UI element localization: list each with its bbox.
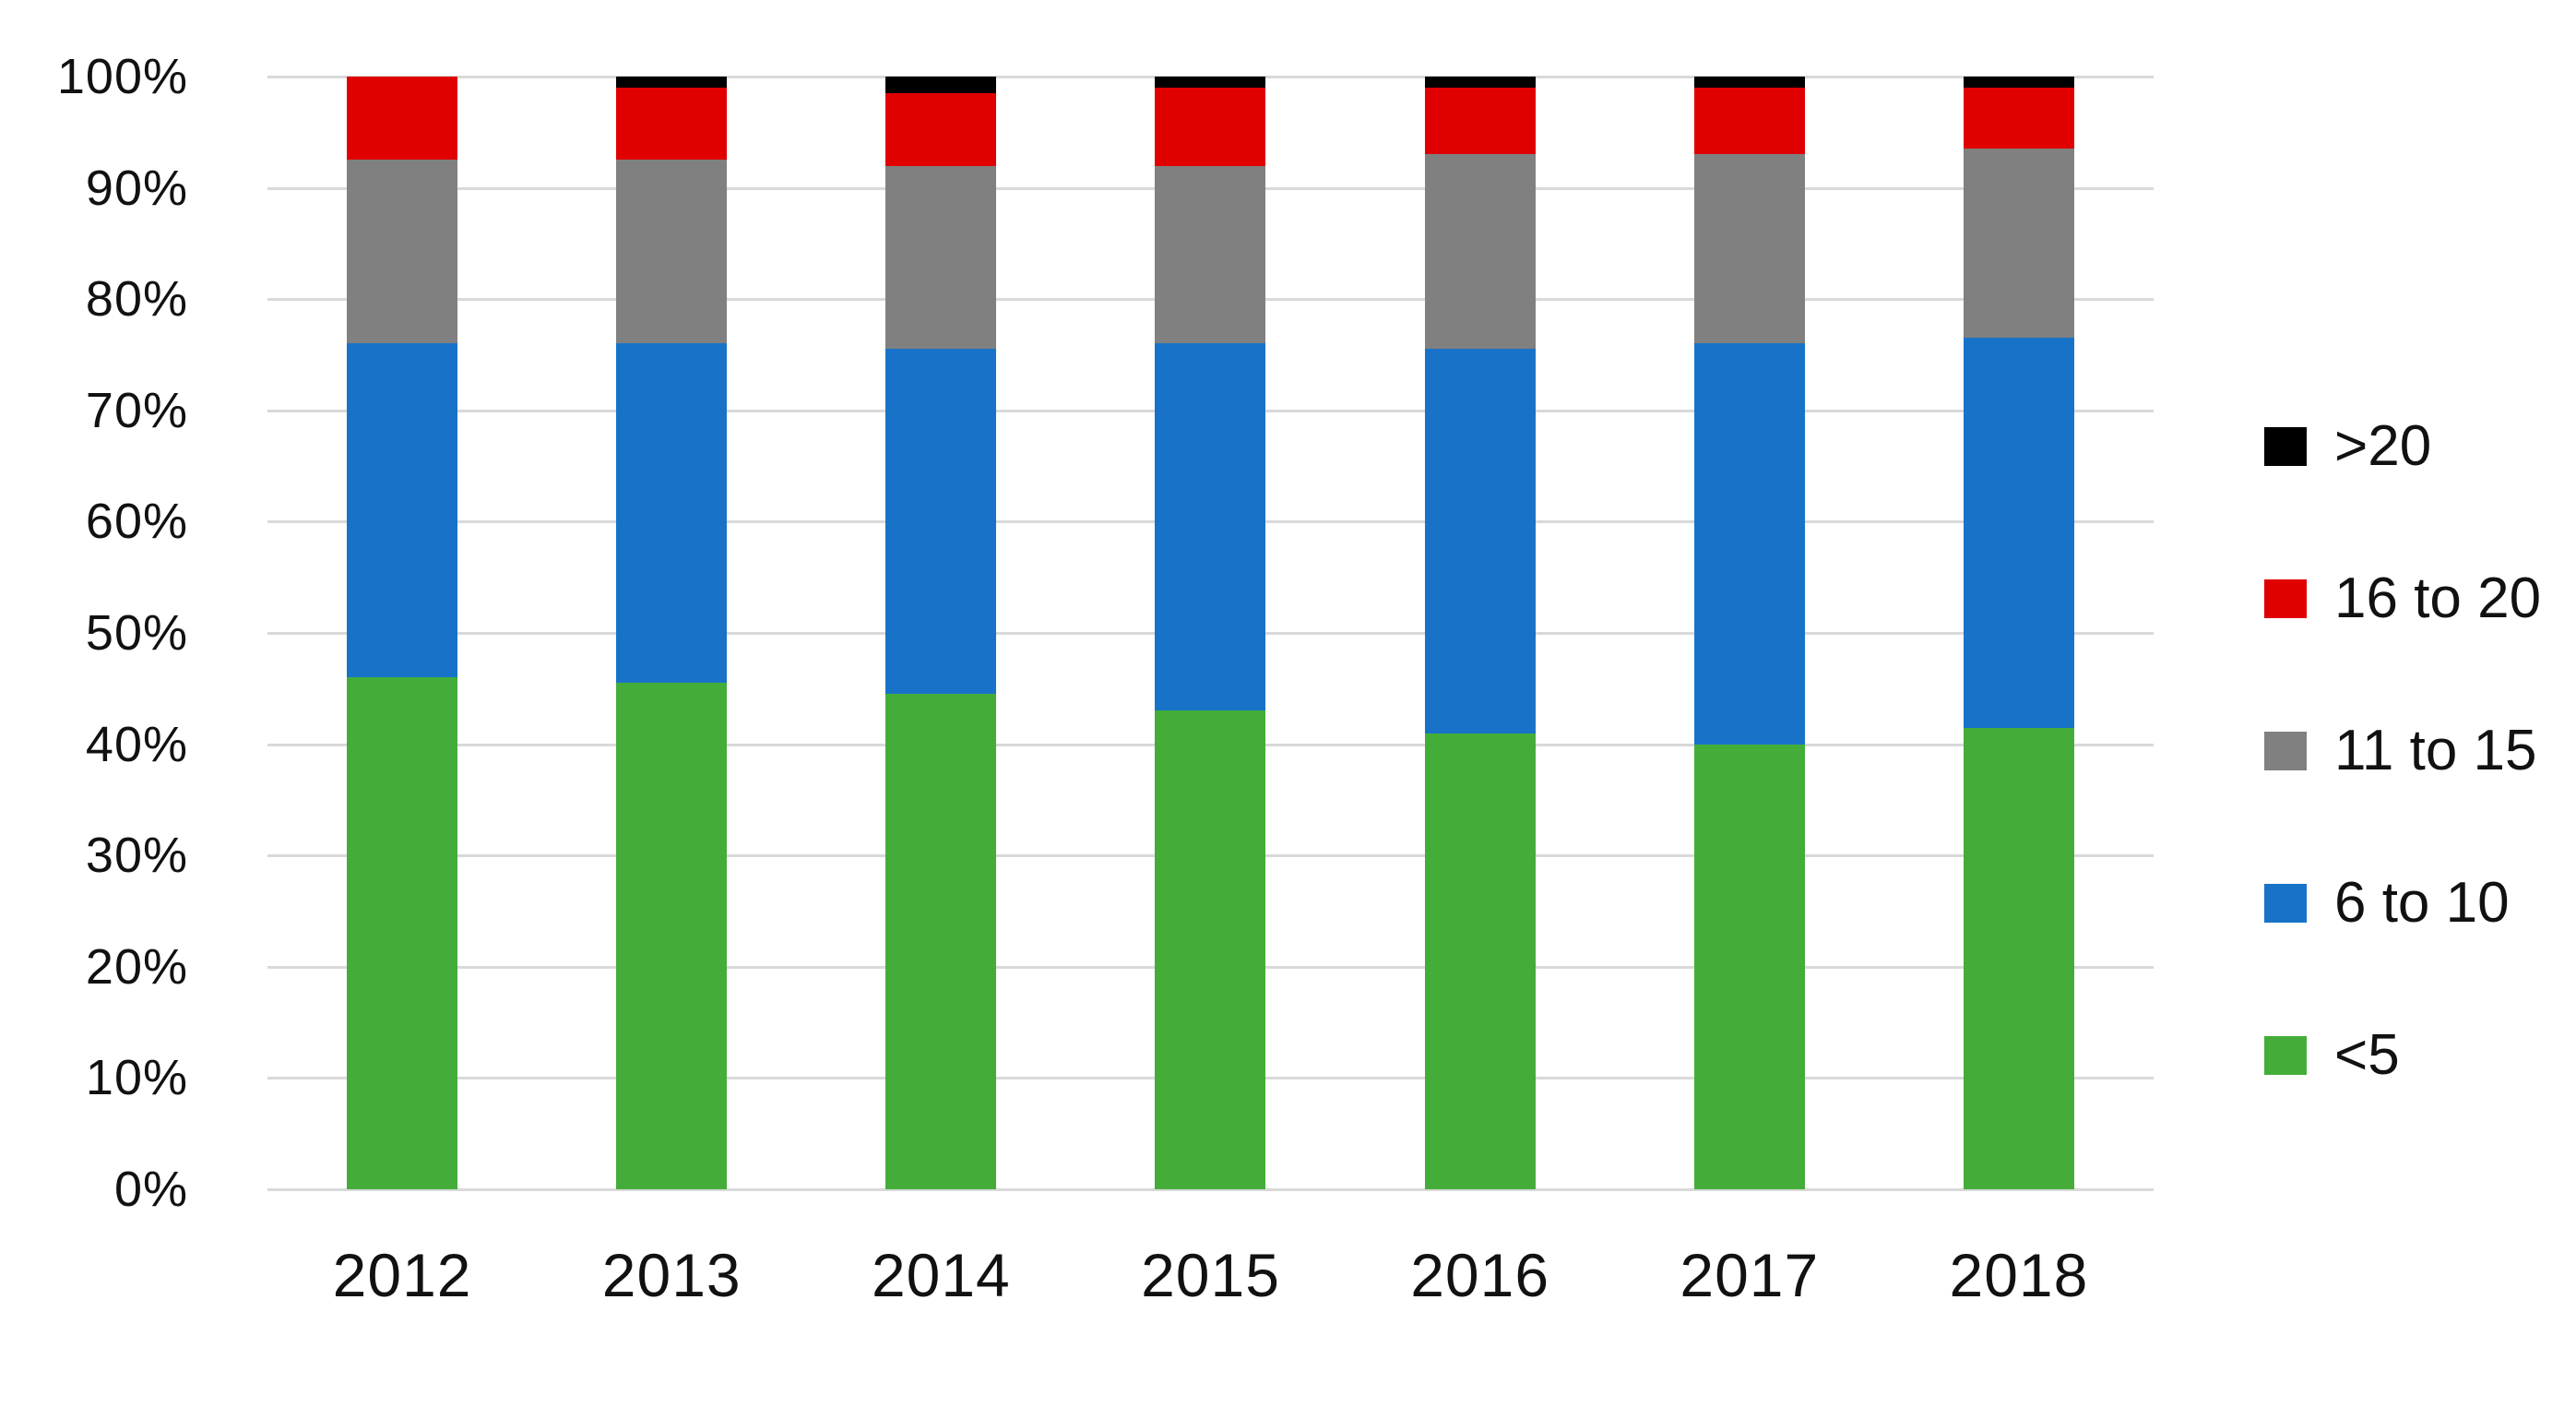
bar-slot-2013 xyxy=(537,77,806,1189)
bar-segment-2014-11 to 15 xyxy=(885,165,997,350)
bar-segment-2013-16 to 20 xyxy=(616,88,728,161)
bar-slot-2012 xyxy=(267,77,537,1189)
bar-segment-2015-11 to 15 xyxy=(1155,165,1266,344)
y-axis: 100% 90% 80% 70% 60% 50% 40% 30% 20% 10% 0% xyxy=(0,49,201,1217)
legend-label: 11 to 15 xyxy=(2334,719,2537,782)
legend-label: <5 xyxy=(2334,1023,2400,1087)
y-tick-label: 90% xyxy=(85,160,188,216)
bar-slot-2018 xyxy=(1884,77,2154,1189)
bar-segment-2017-11 to 15 xyxy=(1693,154,1805,344)
bar-segment-2012-6 to 10 xyxy=(347,343,458,678)
legend-swatch-icon xyxy=(2264,1035,2307,1075)
legend-swatch-icon xyxy=(2264,883,2307,923)
bar-segment-2014-<5 xyxy=(885,694,997,1189)
bar-2014 xyxy=(885,77,997,1189)
legend-label: 16 to 20 xyxy=(2334,566,2542,630)
bar-segment-2016-<5 xyxy=(1424,733,1536,1189)
gridline xyxy=(267,1188,2154,1191)
legend: >20 16 to 20 11 to 15 6 to 10 <5 xyxy=(2264,413,2541,1088)
bar-segment-2014->20 xyxy=(885,77,997,94)
x-tick-label-2016: 2016 xyxy=(1410,1241,1550,1309)
x-axis: 2012 2013 2014 2015 2016 2017 2018 xyxy=(267,1240,2154,1310)
bar-segment-2012-11 to 15 xyxy=(347,160,458,344)
bar-segment-2013-6 to 10 xyxy=(616,343,728,684)
bar-2018 xyxy=(1963,77,2074,1189)
bar-segment-2013-11 to 15 xyxy=(616,160,728,344)
legend-item: 6 to 10 xyxy=(2264,870,2541,936)
legend-swatch-icon xyxy=(2264,731,2307,770)
bar-slot-2017 xyxy=(1615,77,1884,1189)
plot-area xyxy=(267,76,2154,1191)
bar-2016 xyxy=(1424,77,1536,1189)
legend-item: >20 xyxy=(2264,413,2541,479)
bar-segment-2016->20 xyxy=(1424,77,1536,89)
bar-segment-2018->20 xyxy=(1963,77,2074,89)
bar-segment-2018-16 to 20 xyxy=(1963,88,2074,149)
bar-segment-2016-16 to 20 xyxy=(1424,88,1536,155)
bar-segment-2018-11 to 15 xyxy=(1963,149,2074,339)
bar-2015 xyxy=(1155,77,1266,1189)
y-tick-label: 60% xyxy=(85,494,188,550)
x-tick-label-2018: 2018 xyxy=(1949,1241,2089,1309)
legend-swatch-icon xyxy=(2264,578,2307,618)
bar-segment-2018-<5 xyxy=(1963,727,2074,1189)
legend-item: <5 xyxy=(2264,1022,2541,1088)
bar-segment-2013-<5 xyxy=(616,683,728,1189)
legend-swatch-icon xyxy=(2264,426,2307,466)
x-tick-label-2015: 2015 xyxy=(1141,1241,1280,1309)
bar-segment-2017-<5 xyxy=(1693,744,1805,1189)
y-tick-label: 100% xyxy=(56,49,188,104)
legend-item: 11 to 15 xyxy=(2264,718,2541,783)
x-tick-label-2017: 2017 xyxy=(1680,1241,1820,1309)
bar-segment-2016-6 to 10 xyxy=(1424,349,1536,733)
x-tick-label-2013: 2013 xyxy=(601,1241,742,1309)
y-tick-label: 50% xyxy=(85,605,188,661)
y-tick-label: 0% xyxy=(113,1162,188,1217)
bar-slot-2014 xyxy=(806,77,1075,1189)
bar-2013 xyxy=(616,77,728,1189)
bar-segment-2014-16 to 20 xyxy=(885,93,997,166)
y-tick-label: 20% xyxy=(85,938,188,995)
y-tick-label: 10% xyxy=(85,1050,188,1106)
x-tick-label-2012: 2012 xyxy=(332,1241,472,1309)
bar-slot-2015 xyxy=(1075,77,1345,1189)
y-tick-label: 40% xyxy=(85,716,188,772)
legend-item: 16 to 20 xyxy=(2264,566,2541,631)
bar-segment-2012-16 to 20 xyxy=(347,77,458,161)
y-tick-label: 80% xyxy=(85,271,188,328)
legend-label: 6 to 10 xyxy=(2334,871,2510,935)
y-tick-label: 70% xyxy=(85,382,188,438)
bar-2017 xyxy=(1693,77,1805,1189)
legend-label: >20 xyxy=(2334,414,2432,478)
bar-segment-2014-6 to 10 xyxy=(885,349,997,695)
bar-segment-2013->20 xyxy=(616,77,728,89)
bar-segment-2015->20 xyxy=(1155,77,1266,89)
bars-container xyxy=(267,77,2154,1189)
bar-segment-2016-11 to 15 xyxy=(1424,154,1536,350)
bar-segment-2017-6 to 10 xyxy=(1693,343,1805,745)
y-tick-label: 30% xyxy=(85,828,188,884)
bar-segment-2018-6 to 10 xyxy=(1963,338,2074,728)
x-tick-label-2014: 2014 xyxy=(871,1241,1011,1309)
bar-segment-2017->20 xyxy=(1693,77,1805,89)
bar-segment-2017-16 to 20 xyxy=(1693,88,1805,155)
bar-segment-2015-<5 xyxy=(1155,710,1266,1189)
bar-segment-2015-16 to 20 xyxy=(1155,88,1266,166)
bar-segment-2015-6 to 10 xyxy=(1155,343,1266,711)
bar-segment-2012-<5 xyxy=(347,677,458,1189)
bar-slot-2016 xyxy=(1346,77,1615,1189)
bar-2012 xyxy=(347,77,458,1189)
